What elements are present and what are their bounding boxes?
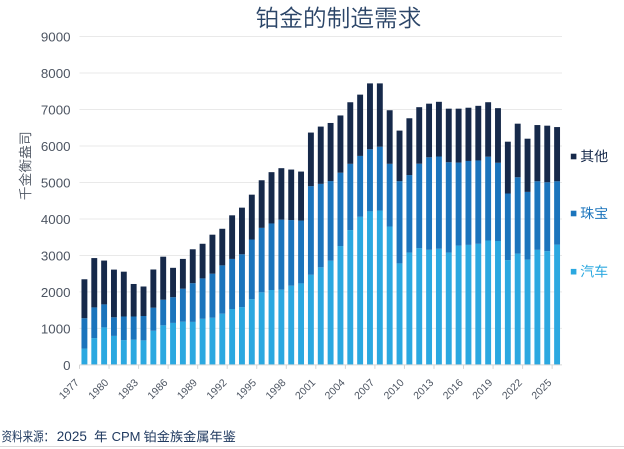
svg-text:CPM: CPM (112, 429, 141, 444)
svg-text:2025: 2025 (57, 429, 87, 444)
svg-text:0: 0 (63, 358, 70, 373)
svg-text:9000: 9000 (41, 30, 71, 45)
svg-text:4000: 4000 (41, 212, 71, 227)
svg-text:8000: 8000 (41, 66, 71, 81)
svg-text:2000: 2000 (41, 285, 71, 300)
svg-text:3000: 3000 (41, 249, 71, 264)
svg-text:1000: 1000 (41, 322, 71, 337)
svg-text:7000: 7000 (41, 103, 71, 118)
svg-text:6000: 6000 (41, 139, 71, 154)
svg-text:5000: 5000 (41, 176, 71, 191)
